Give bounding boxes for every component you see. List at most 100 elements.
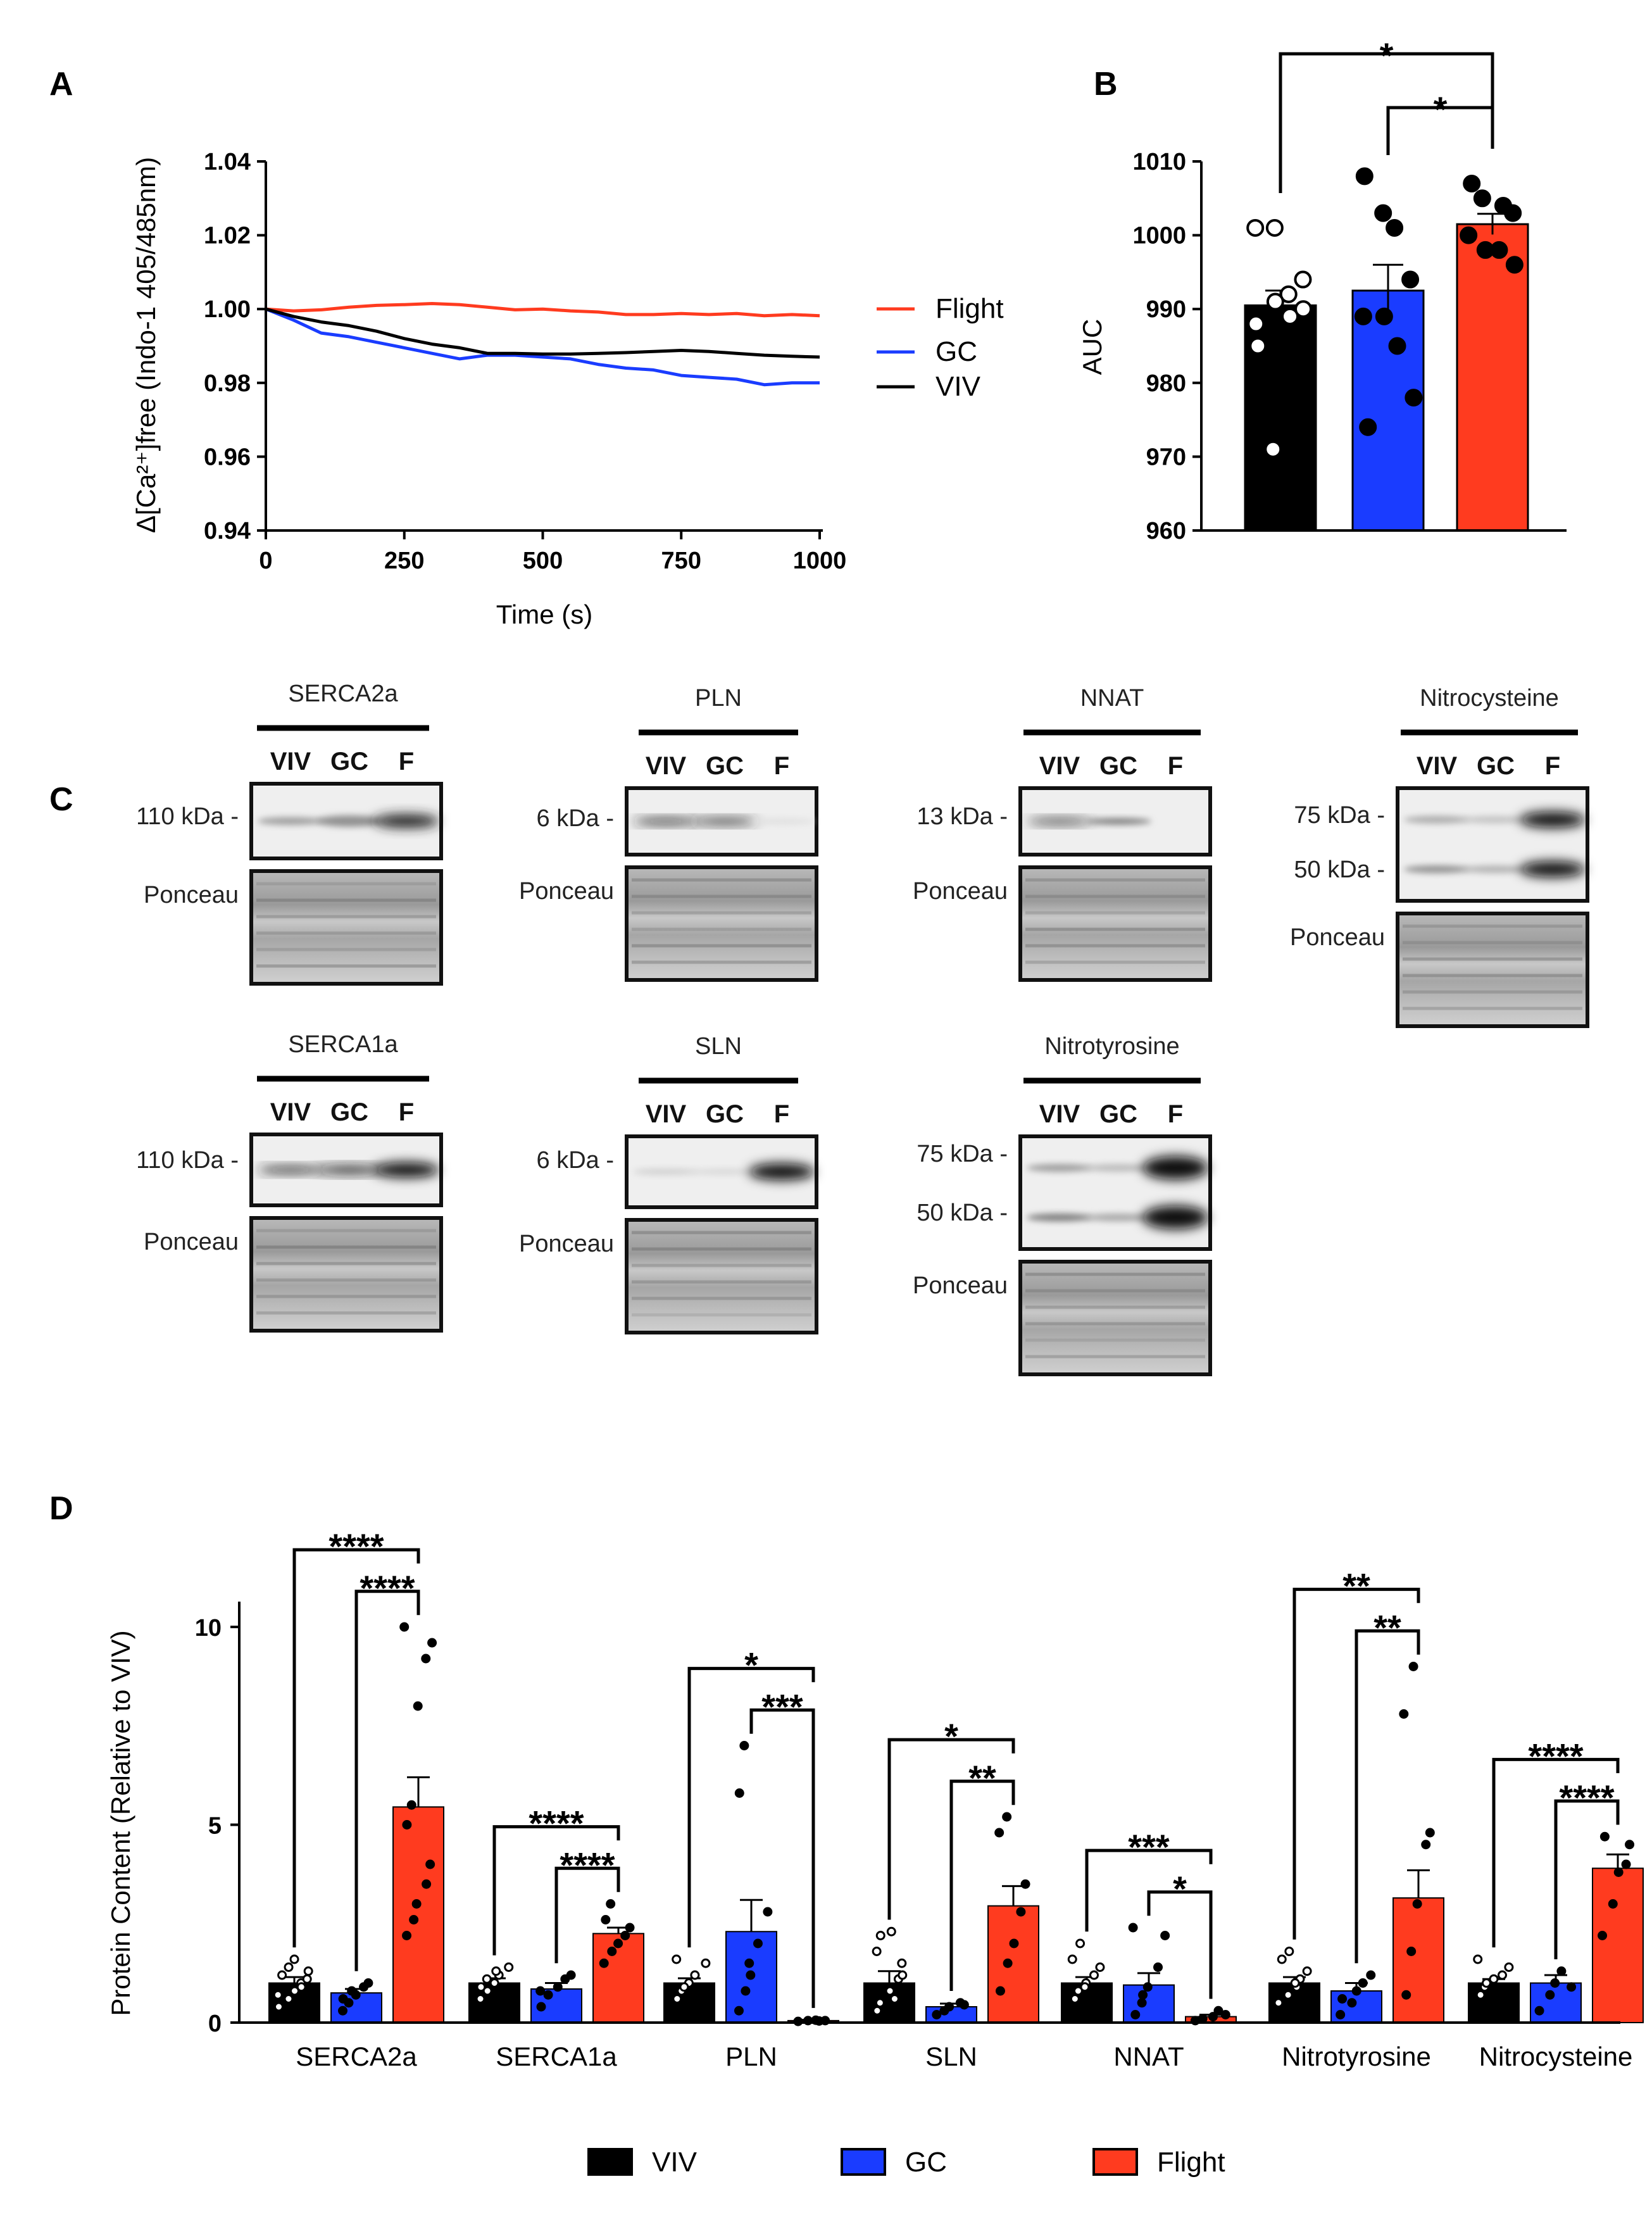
chart-b-y-ticks: 960 970 980 990 1000 1010 (1132, 149, 1201, 544)
chart-d-point-gc (1153, 1962, 1163, 1972)
chart-d-point-flight (601, 1915, 611, 1924)
chart-b-y-tick-label: 980 (1146, 370, 1186, 397)
blot-serca1a-ponceau-label: Ponceau (144, 1229, 239, 1255)
chart-d-point-viv (277, 1970, 287, 1980)
chart-d-category-label: NNAT (1113, 2042, 1184, 2071)
chart-d-point-viv (885, 1986, 895, 1996)
chart-d-point-flight (620, 1931, 630, 1940)
chart-d-legend: VIV GC Flight (587, 2147, 1225, 2178)
chart-b-point-viv (1249, 337, 1267, 355)
chart-d-point-gc (734, 1788, 744, 1798)
chart-d-point-gc (1130, 2010, 1141, 2019)
chart-d-inner-significance-label: * (1173, 1869, 1187, 1909)
blot-sln-lane-label: VIV (646, 1100, 687, 1128)
chart-d-category-label: SERCA1a (496, 2042, 617, 2071)
chart-d-point-gc (746, 1970, 756, 1980)
chart-d-outer-bracket (1492, 1757, 1620, 1948)
chart-d-inner-significance-label: **** (1559, 1778, 1614, 1817)
chart-a-line-flight (265, 302, 820, 318)
blot-nitrotyrosine-ponceau-box (1018, 1260, 1212, 1376)
chart-a-legend-label-flight: Flight (936, 293, 1004, 324)
blot-serca2a-lane-label: GC (330, 748, 368, 775)
chart-d-point-viv (1095, 1962, 1105, 1972)
chart-a-y-tick-label: 0.94 (204, 518, 251, 544)
chart-d-point-viv (476, 1982, 486, 1992)
chart-d-point-viv (296, 1982, 306, 1992)
blot-serca1a-lane-label: GC (330, 1098, 368, 1126)
chart-d-point-flight (1003, 1958, 1013, 1968)
panel-c-western-blots: SERCA2a VIV GC F 110 kDa - Ponceau PLN VIV GC F 6 … (136, 681, 1589, 1376)
blot-serca1a-kda-label: 110 kDa - (136, 1147, 239, 1174)
chart-b-point-viv (1294, 300, 1313, 318)
chart-d-point-gc (1337, 1994, 1348, 2004)
chart-b-point-gc (1354, 307, 1372, 325)
blot-nitrotyrosine-band (1142, 1156, 1208, 1180)
chart-d-significance: *************************************** (292, 1526, 1620, 2008)
chart-b-significance-label: * (1380, 35, 1394, 75)
chart-d-point-viv (1283, 1990, 1293, 2000)
chart-a-x-tick-label: 1000 (793, 548, 847, 574)
chart-d-point-viv (284, 1962, 294, 1972)
chart-d-point-viv (273, 2002, 284, 2012)
chart-d-point-gc (338, 1994, 348, 2004)
chart-d-point-flight (1020, 1879, 1030, 1889)
chart-b-point-viv (1266, 292, 1284, 311)
chart-d-point-gc (1550, 1978, 1560, 1988)
chart-d-point-flight (1213, 2005, 1223, 2016)
chart-d-category-label: SERCA2a (296, 2042, 417, 2071)
chart-d-y-ticks: 0 5 10 (195, 1615, 239, 2037)
chart-a-line-gc (265, 307, 820, 387)
chart-b-points (1246, 167, 1524, 458)
blot-nitrocysteine-ponceau-label: Ponceau (1290, 924, 1385, 951)
chart-d-point-flight (421, 1654, 431, 1664)
blot-serca1a-title: SERCA1a (288, 1031, 398, 1058)
chart-d-point-viv (302, 1974, 312, 1984)
chart-d-point-gc (739, 1741, 749, 1750)
chart-d-bar-flight (392, 1806, 444, 2023)
blot-serca2a-title: SERCA2a (288, 681, 398, 707)
chart-a-y-tick-label: 0.96 (204, 444, 251, 470)
blot-nitrocysteine-lane-label: GC (1477, 752, 1515, 780)
chart-d-inner-bracket (354, 1590, 420, 1971)
chart-b-bars (1244, 213, 1529, 532)
chart-d-outer-bracket (1292, 1588, 1420, 1940)
chart-d-point-viv (1070, 1994, 1080, 2004)
chart-a-y-ticks: 0.94 0.96 0.98 1.00 1.02 1.04 (204, 149, 266, 544)
chart-b-point-viv (1294, 270, 1312, 289)
chart-b-point-viv (1247, 315, 1265, 333)
chart-d-point-gc (1351, 1986, 1361, 1996)
blot-pln-lane-label: VIV (646, 752, 687, 780)
chart-d-outer-significance-label: ** (1342, 1566, 1370, 1606)
chart-d-inner-significance-label: **** (560, 1845, 615, 1885)
chart-a-x-tick-label: 250 (384, 548, 424, 574)
blot-nitrotyrosine-band (1086, 1164, 1151, 1172)
blot-serca1a-ponceau-box (249, 1216, 443, 1333)
panel-label-d: D (49, 1490, 73, 1527)
chart-d-point-gc (1160, 1931, 1170, 1940)
chart-a-x-ticks: 0 250 500 750 1000 (259, 530, 846, 574)
chart-d-bar-flight (1392, 1897, 1444, 2023)
chart-a-y-tick-label: 0.98 (204, 370, 251, 397)
blot-sln-title: SLN (695, 1033, 742, 1060)
chart-d-outer-significance-label: * (944, 1716, 958, 1756)
chart-d-point-gc (363, 1978, 373, 1988)
chart-d-legend-swatch-flight (1092, 2148, 1138, 2176)
panel-label-b: B (1094, 66, 1118, 103)
chart-d-point-flight (1401, 1990, 1411, 2000)
blot-serca1a-band (373, 1162, 439, 1177)
chart-d-point-flight (402, 1931, 412, 1940)
chart-d-point-flight (422, 1879, 432, 1889)
chart-b-significance-bracket (1386, 106, 1494, 155)
chart-d-outer-bracket (492, 1825, 620, 1955)
chart-b-y-tick-label: 1000 (1132, 223, 1186, 249)
chart-b-point-gc (1359, 418, 1377, 436)
blot-sln-band (692, 1169, 758, 1175)
chart-d-point-flight (413, 1701, 423, 1711)
chart-d-point-viv (875, 1931, 885, 1940)
chart-a-y-tick-label: 1.00 (204, 296, 251, 323)
blot-serca1a-band (316, 1166, 382, 1174)
blot-sln-ponceau-label: Ponceau (519, 1231, 614, 1257)
chart-d-points (273, 1622, 1635, 2026)
chart-b-y-tick-label: 970 (1146, 444, 1186, 470)
